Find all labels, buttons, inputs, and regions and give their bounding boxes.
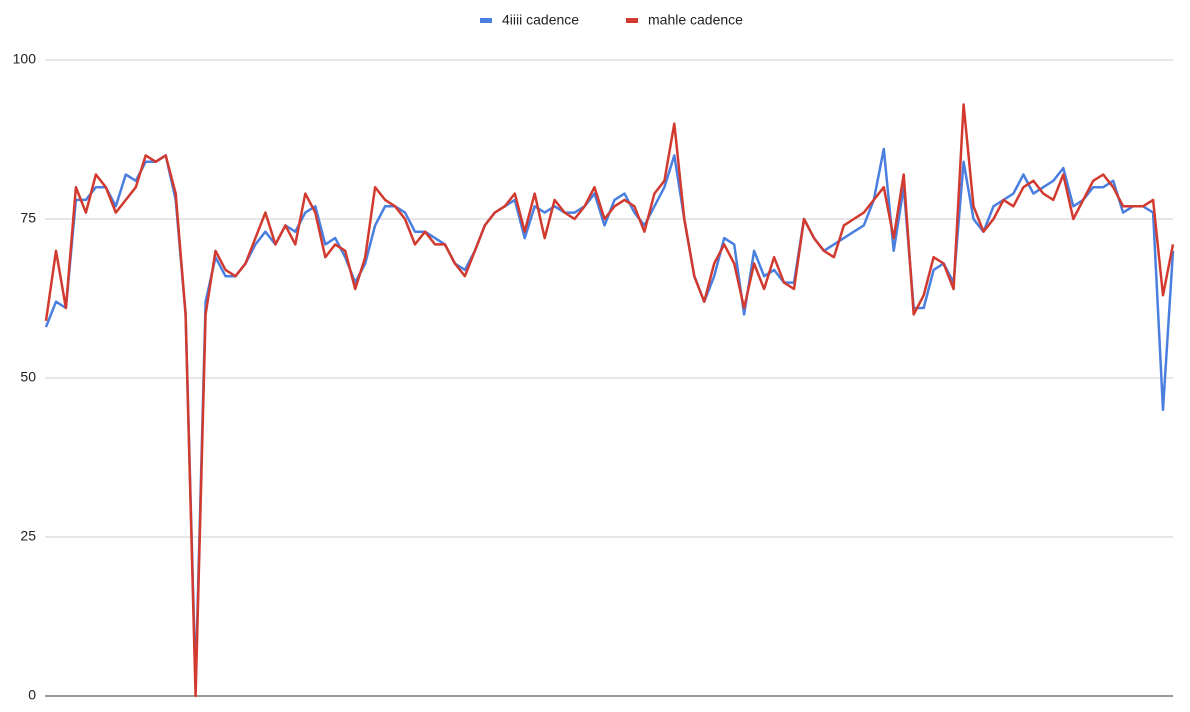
line-series — [44, 103, 1175, 698]
line-series — [44, 147, 1175, 685]
legend-swatch — [626, 18, 638, 23]
y-tick-label: 100 — [13, 51, 37, 67]
y-tick-label: 75 — [20, 210, 36, 226]
legend-label: mahle cadence — [648, 12, 743, 28]
legend-label: 4iiii cadence — [502, 12, 579, 28]
y-tick-label: 0 — [28, 687, 36, 703]
legend-swatch — [480, 18, 492, 23]
y-tick-label: 25 — [20, 528, 36, 544]
y-tick-label: 50 — [20, 369, 36, 385]
